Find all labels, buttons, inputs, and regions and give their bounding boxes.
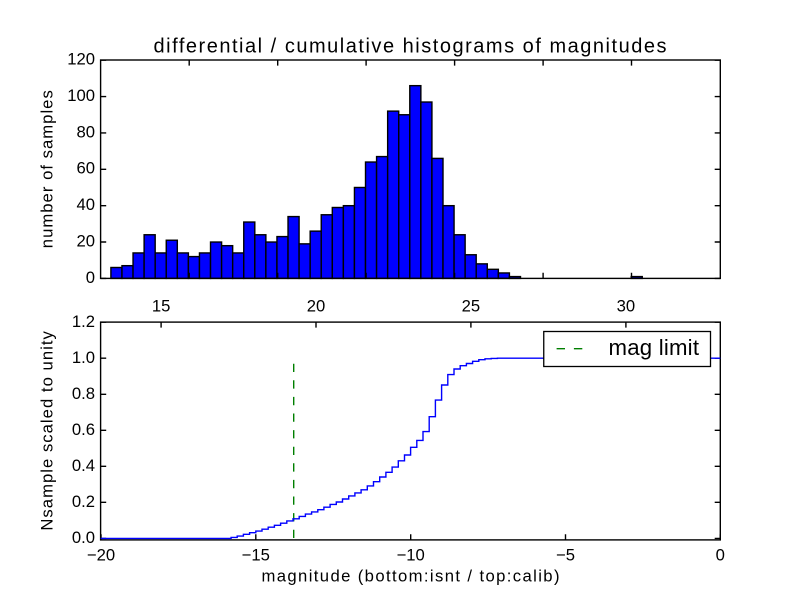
svg-text:20: 20	[307, 297, 326, 316]
svg-text:−15: −15	[242, 545, 270, 564]
svg-text:0: 0	[86, 268, 95, 287]
svg-text:−5: −5	[556, 545, 575, 564]
svg-text:0.8: 0.8	[72, 384, 95, 403]
svg-text:40: 40	[76, 195, 95, 214]
svg-text:−10: −10	[397, 545, 425, 564]
svg-text:100: 100	[67, 86, 95, 105]
svg-text:mag limit: mag limit	[609, 335, 700, 360]
svg-text:1.0: 1.0	[72, 348, 95, 367]
svg-text:20: 20	[76, 231, 95, 250]
svg-text:number of samples: number of samples	[38, 90, 57, 248]
svg-text:0.4: 0.4	[72, 456, 95, 475]
svg-text:0.0: 0.0	[72, 528, 95, 547]
svg-text:15: 15	[152, 297, 171, 316]
svg-text:0.6: 0.6	[72, 420, 95, 439]
svg-text:magnitude (bottom:isnt / top:c: magnitude (bottom:isnt / top:calib)	[262, 567, 560, 586]
svg-text:30: 30	[617, 297, 636, 316]
svg-text:Nsample scaled to unity: Nsample scaled to unity	[38, 330, 57, 530]
svg-text:120: 120	[67, 50, 95, 69]
svg-text:−20: −20	[87, 545, 115, 564]
svg-text:60: 60	[76, 159, 95, 178]
svg-text:0: 0	[716, 545, 725, 564]
svg-text:1.2: 1.2	[72, 312, 95, 331]
svg-text:25: 25	[462, 297, 481, 316]
svg-text:80: 80	[76, 122, 95, 141]
svg-text:differential / cumulative hist: differential / cumulative histograms of …	[154, 35, 667, 57]
svg-text:0.2: 0.2	[72, 492, 95, 511]
